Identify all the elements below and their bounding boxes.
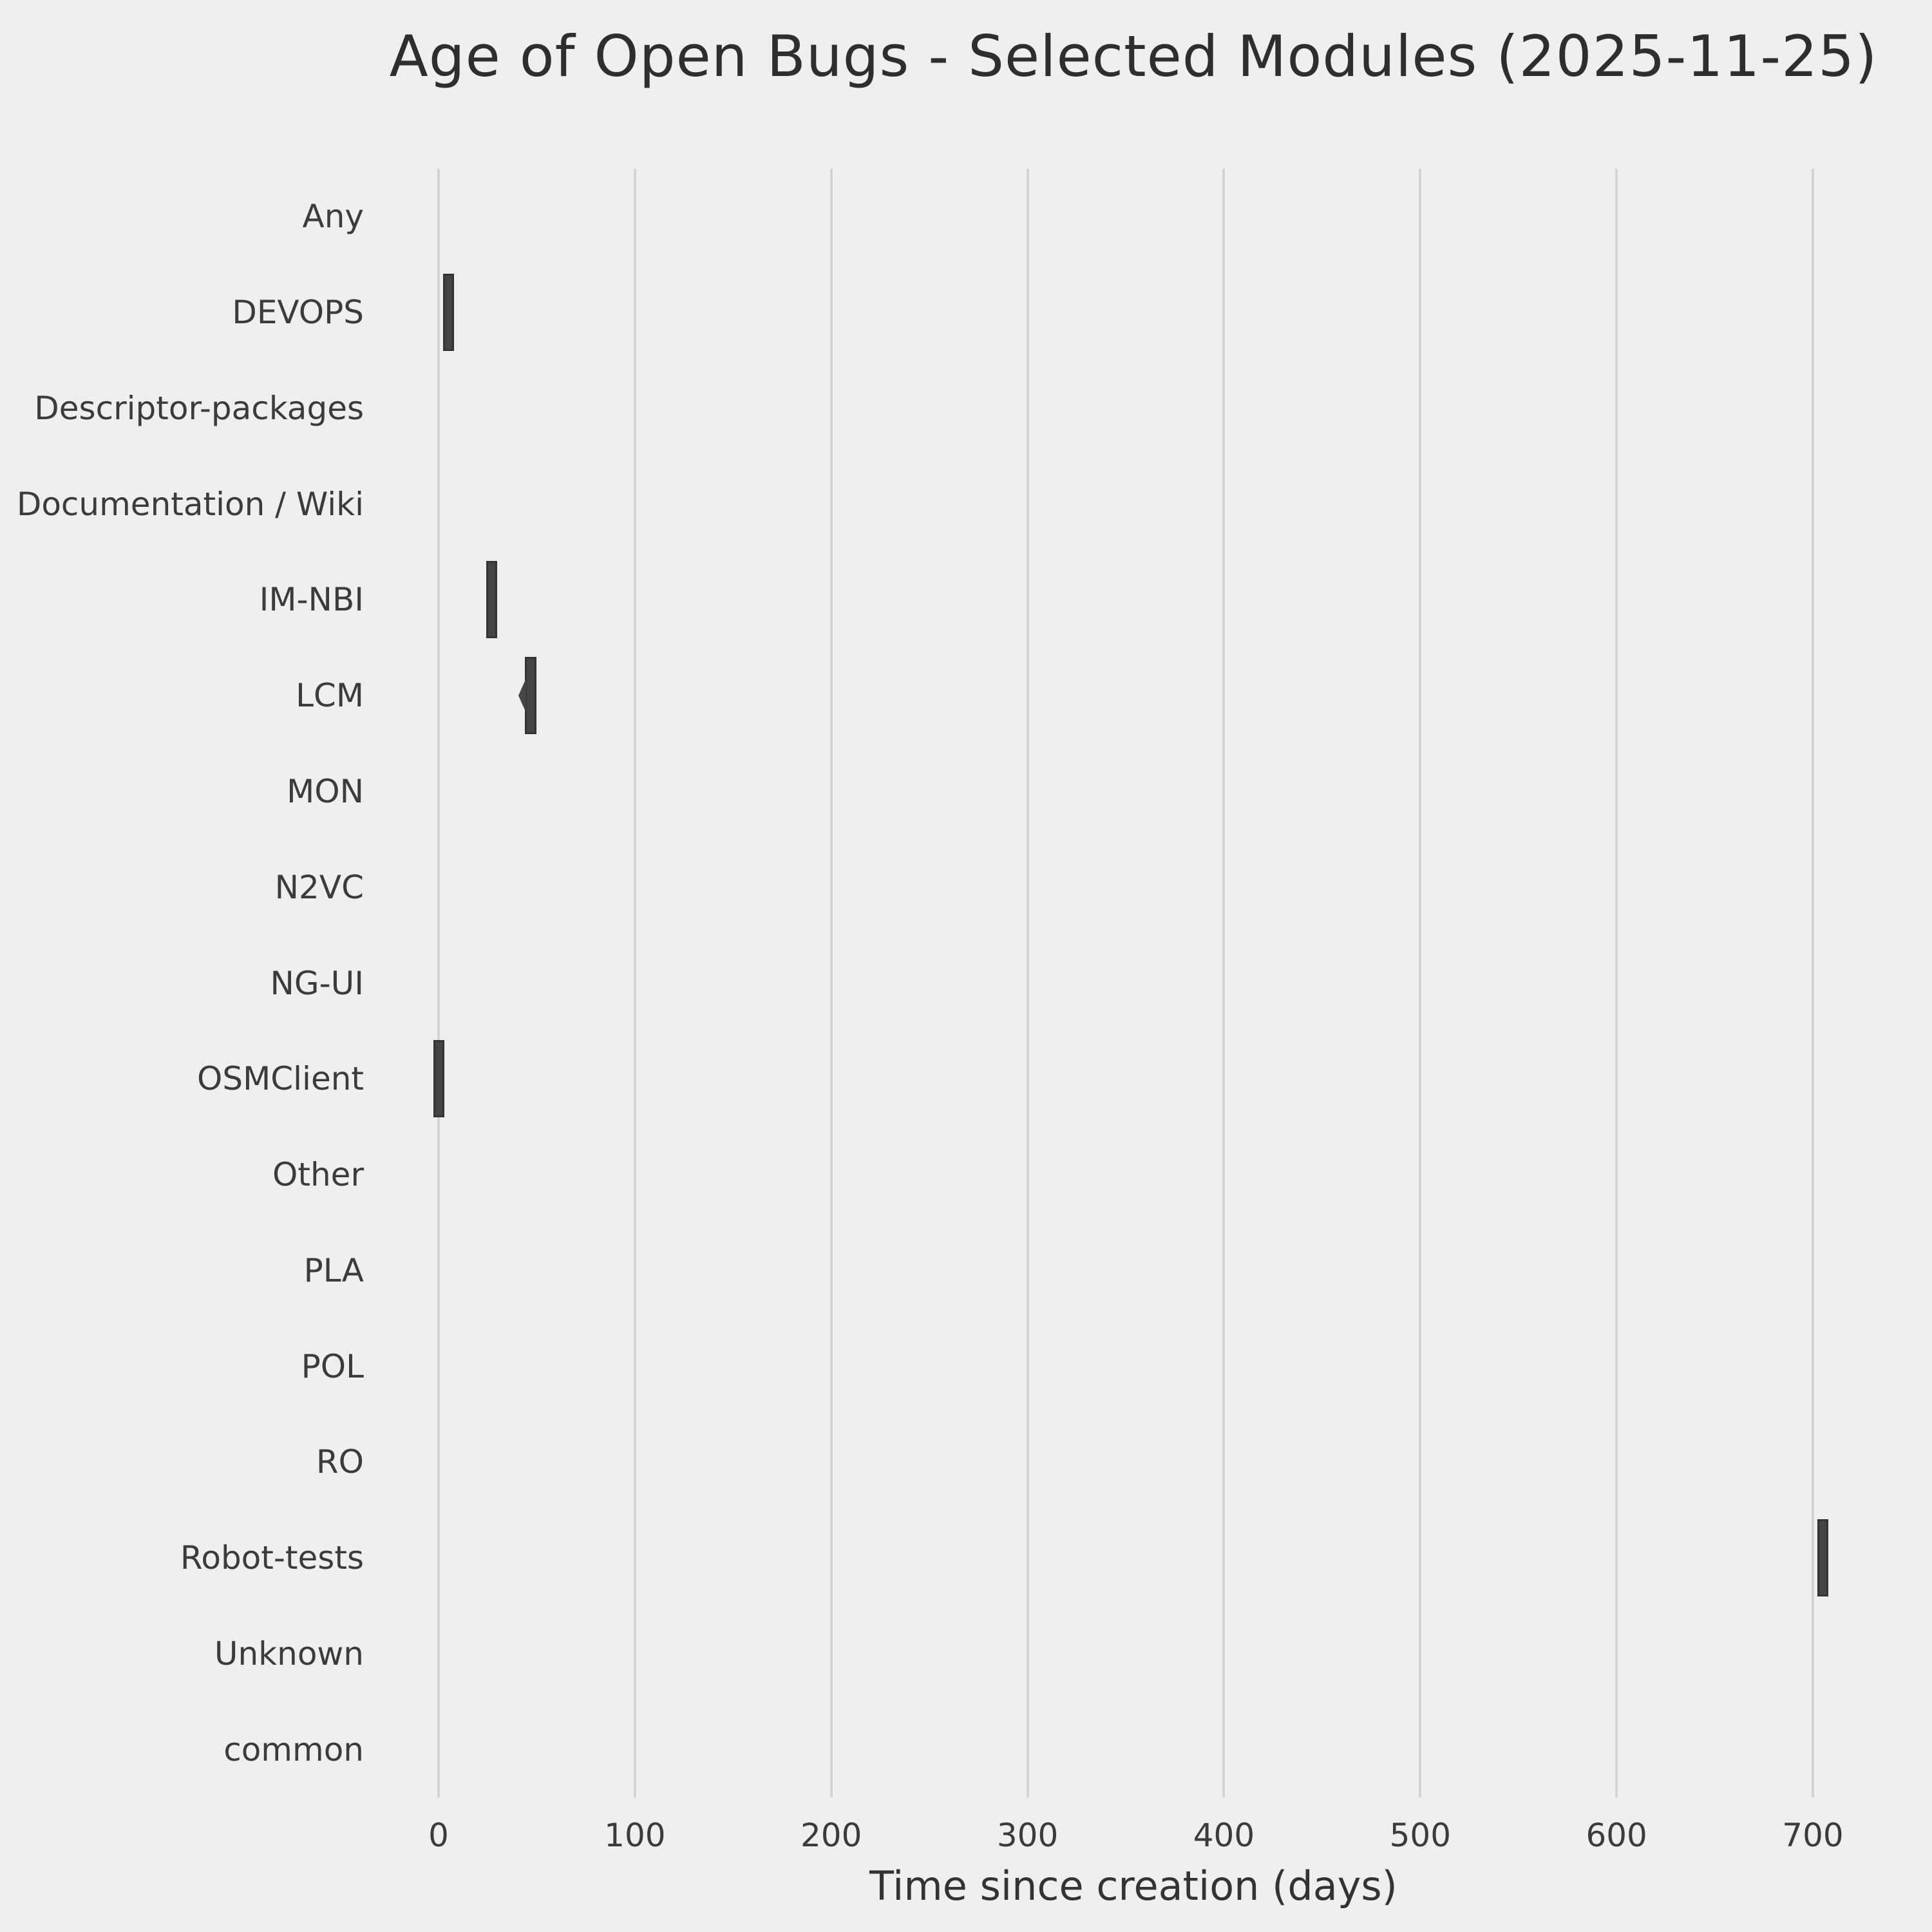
gridline-x-500: [1419, 169, 1422, 1797]
box-robot-tests: [1817, 1519, 1828, 1597]
box-lcm: [525, 657, 536, 735]
gridline-x-600: [1615, 169, 1618, 1797]
x-tick-label-700: 700: [1782, 1817, 1844, 1854]
gridline-x-400: [1222, 169, 1226, 1797]
gridline-x-100: [633, 169, 636, 1797]
gridline-x-300: [1026, 169, 1029, 1797]
box-devops: [443, 274, 455, 352]
box-osmclient: [433, 1040, 445, 1118]
y-label-im-nbi: IM-NBI: [259, 581, 364, 619]
y-label-descriptor-packages: Descriptor-packages: [34, 389, 364, 427]
x-tick-label-400: 400: [1193, 1817, 1255, 1854]
notch-lcm: [518, 678, 527, 714]
y-label-osmclient: OSMClient: [197, 1060, 364, 1098]
x-tick-label-0: 0: [428, 1817, 449, 1854]
x-tick-label-500: 500: [1389, 1817, 1452, 1854]
x-axis-label: Time since creation (days): [869, 1862, 1397, 1909]
y-label-other: Other: [272, 1156, 364, 1194]
gridline-x-200: [829, 169, 833, 1797]
y-label-pla: PLA: [303, 1251, 364, 1289]
y-label-robot-tests: Robot-tests: [180, 1539, 364, 1577]
y-label-devops: DEVOPS: [232, 294, 364, 332]
gridline-x-700: [1812, 169, 1815, 1797]
x-tick-label-100: 100: [604, 1817, 666, 1854]
x-tick-label-200: 200: [800, 1817, 862, 1854]
gridline-x-0: [437, 169, 440, 1797]
y-label-documentation-wiki: Documentation / Wiki: [16, 485, 364, 523]
y-label-lcm: LCM: [296, 677, 364, 715]
y-label-mon: MON: [287, 772, 364, 810]
y-label-unknown: Unknown: [214, 1634, 364, 1672]
y-label-any: Any: [302, 198, 364, 236]
chart-title: Age of Open Bugs - Selected Modules (202…: [389, 23, 1878, 90]
x-tick-label-300: 300: [996, 1817, 1059, 1854]
box-im-nbi: [486, 561, 498, 639]
y-label-n2vc: N2VC: [274, 868, 364, 906]
y-label-ro: RO: [316, 1443, 364, 1481]
y-label-ng-ui: NG-UI: [270, 964, 364, 1002]
y-label-pol: POL: [301, 1347, 364, 1385]
y-label-common: common: [223, 1730, 364, 1768]
x-tick-label-600: 600: [1586, 1817, 1647, 1854]
